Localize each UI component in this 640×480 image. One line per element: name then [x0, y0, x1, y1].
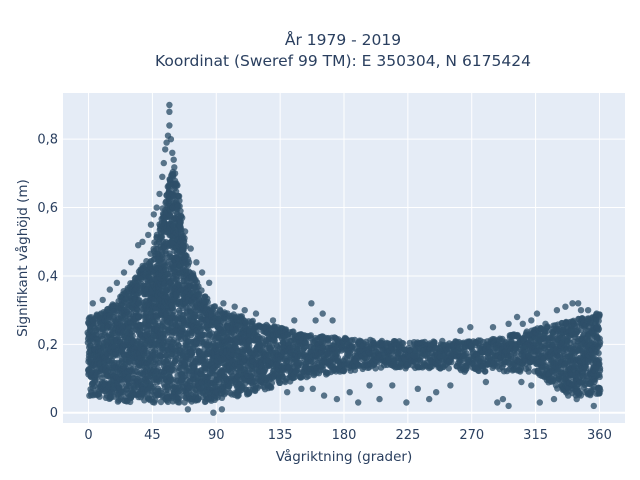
data-point — [268, 379, 276, 387]
data-point — [324, 339, 332, 347]
data-point — [340, 368, 347, 375]
data-point — [253, 328, 260, 335]
data-point — [189, 350, 196, 357]
data-point — [110, 308, 117, 316]
data-point — [334, 354, 342, 361]
chart-title: År 1979 - 2019 Koordinat (Sweref 99 TM):… — [155, 30, 531, 70]
data-point — [399, 340, 407, 347]
data-point — [96, 393, 103, 400]
data-point — [200, 331, 207, 338]
data-point — [211, 303, 219, 310]
data-points — [84, 101, 604, 416]
data-point — [445, 365, 452, 372]
data-point — [135, 314, 143, 321]
data-point — [372, 365, 379, 372]
data-point — [347, 350, 354, 357]
data-point — [570, 317, 577, 324]
data-point — [525, 364, 532, 371]
data-point — [174, 399, 182, 406]
data-point — [182, 242, 189, 250]
data-point — [307, 332, 315, 339]
data-point — [93, 371, 100, 379]
chart-title-line-2: Koordinat (Sweref 99 TM): E 350304, N 61… — [155, 52, 531, 70]
data-point — [198, 287, 205, 294]
data-point — [204, 298, 211, 306]
data-point — [174, 202, 182, 210]
data-point — [143, 347, 151, 354]
data-point — [185, 259, 193, 266]
data-point — [448, 358, 455, 366]
data-point — [181, 235, 188, 242]
data-point — [297, 359, 304, 366]
data-point — [89, 384, 97, 391]
data-point — [171, 164, 178, 171]
chart-title-line-1: År 1979 - 2019 — [285, 30, 401, 49]
data-point — [170, 367, 177, 374]
data-point — [236, 364, 243, 371]
data-point — [482, 368, 489, 375]
data-point — [151, 399, 158, 406]
data-point — [157, 398, 165, 406]
data-point — [175, 390, 182, 398]
data-point — [177, 207, 184, 215]
data-point — [195, 291, 202, 299]
data-point — [512, 351, 519, 358]
data-point — [249, 317, 256, 325]
data-point — [577, 392, 585, 399]
